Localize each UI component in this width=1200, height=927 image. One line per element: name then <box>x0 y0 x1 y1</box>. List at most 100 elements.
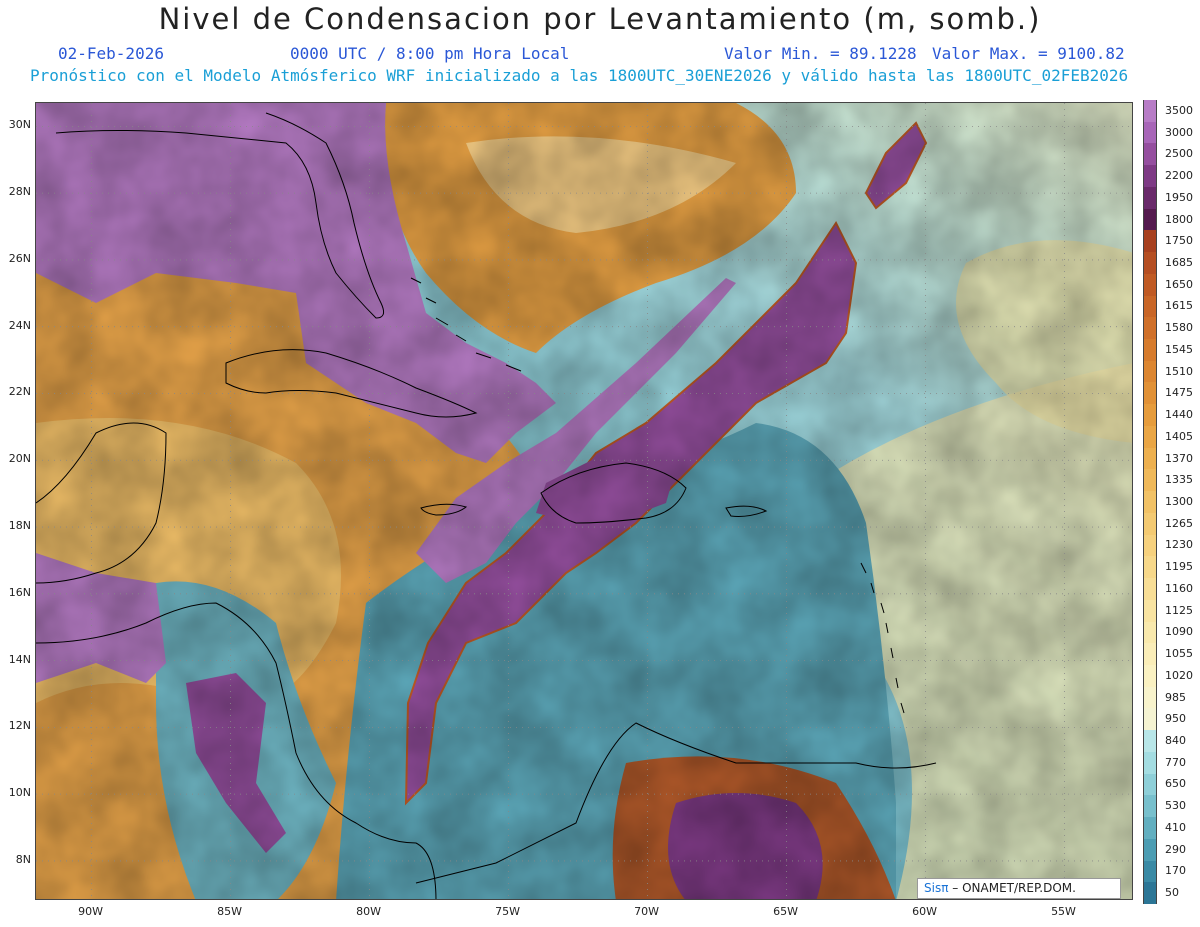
colorbar-label: 290 <box>1165 842 1186 856</box>
colorbar-label: 1090 <box>1165 625 1193 639</box>
colorbar-level: 1125 <box>1143 599 1199 622</box>
lat-label-12n: 12N <box>8 719 31 733</box>
colorbar-level: 530 <box>1143 795 1199 818</box>
colorbar-level: 1750 <box>1143 230 1199 253</box>
colorbar-swatch <box>1143 882 1157 904</box>
colorbar-label: 1510 <box>1165 364 1193 378</box>
colorbar-label: 410 <box>1165 820 1186 834</box>
colorbar-level: 1370 <box>1143 447 1199 470</box>
cuba-coast <box>225 349 478 418</box>
colorbar-level: 1265 <box>1143 512 1199 535</box>
colorbar-level: 170 <box>1143 860 1199 883</box>
colorbar-swatch <box>1143 360 1157 383</box>
lon-label-60w: 60W <box>912 905 937 918</box>
colorbar-label: 170 <box>1165 864 1186 878</box>
colorbar-swatch <box>1143 795 1157 818</box>
colorbar-label: 1230 <box>1165 538 1193 552</box>
forecast-time: 0000 UTC / 8:00 pm Hora Local <box>290 44 570 63</box>
colorbar-swatch <box>1143 447 1157 470</box>
colorbar-label: 1055 <box>1165 647 1193 661</box>
colorbar-label: 1265 <box>1165 516 1193 530</box>
bahamas <box>410 277 522 372</box>
colorbar-level: 950 <box>1143 708 1199 731</box>
colorbar-label: 3000 <box>1165 125 1193 139</box>
map-plot <box>35 102 1133 900</box>
lon-label-55w: 55W <box>1051 905 1076 918</box>
colorbar-level: 1650 <box>1143 273 1199 296</box>
colorbar-level: 2200 <box>1143 165 1199 187</box>
colorbar-level: 650 <box>1143 773 1199 796</box>
colorbar-swatch <box>1143 817 1157 839</box>
colorbar-level: 3000 <box>1143 121 1199 144</box>
colorbar-label: 1950 <box>1165 190 1193 204</box>
lat-label-8n: 8N <box>15 852 31 866</box>
colorbar-label: 50 <box>1165 886 1179 900</box>
colorbar-swatch <box>1143 295 1157 318</box>
map-title: Nivel de Condensacion por Levantamiento … <box>158 2 1042 36</box>
lon-label-65w: 65W <box>773 905 798 918</box>
colorbar-label: 1020 <box>1165 668 1193 682</box>
lat-label-20n: 20N <box>8 452 31 466</box>
colorbar-label: 1405 <box>1165 429 1193 443</box>
colorbar-swatch <box>1143 751 1157 774</box>
colorbar-label: 1335 <box>1165 473 1193 487</box>
colorbar-level: 1230 <box>1143 534 1199 557</box>
texture-overlay <box>36 103 1132 899</box>
credit-text: – ONAMET/REP.DOM. <box>952 881 1076 895</box>
south-america-coast <box>415 722 937 884</box>
colorbar-swatch <box>1143 838 1157 861</box>
florida-coast <box>55 112 385 319</box>
lat-label-10n: 10N <box>8 786 31 800</box>
colorbar-level: 1020 <box>1143 664 1199 687</box>
colorbar-swatch <box>1143 469 1157 492</box>
colorbar-level: 985 <box>1143 686 1199 709</box>
lon-label-80w: 80W <box>356 905 381 918</box>
colorbar-swatch <box>1143 686 1157 709</box>
colorbar-level: 1475 <box>1143 382 1199 405</box>
colorbar-swatch <box>1143 512 1157 535</box>
max-value: Valor Max. = 9100.82 <box>932 44 1125 63</box>
lat-label-30n: 30N <box>8 118 31 132</box>
colorbar-swatch <box>1143 382 1157 405</box>
hispaniola-coast <box>540 462 687 524</box>
colorbar-label: 1750 <box>1165 234 1193 248</box>
colorbar-swatch <box>1143 773 1157 796</box>
colorbar-swatch <box>1143 404 1157 426</box>
colorbar-label: 1160 <box>1165 581 1193 595</box>
colorbar-level: 1580 <box>1143 317 1199 340</box>
colorbar-level: 1090 <box>1143 621 1199 644</box>
colorbar-swatch <box>1143 491 1157 513</box>
lat-label-16n: 16N <box>8 585 31 599</box>
colorbar-label: 770 <box>1165 755 1186 769</box>
colorbar-label: 1650 <box>1165 277 1193 291</box>
colorbar-label: 950 <box>1165 712 1186 726</box>
colorbar-label: 650 <box>1165 777 1186 791</box>
colorbar-label: 2200 <box>1165 169 1193 183</box>
colorbar-swatch <box>1143 186 1157 209</box>
colorbar-level: 410 <box>1143 817 1199 839</box>
colorbar-label: 530 <box>1165 799 1186 813</box>
colorbar-level: 1800 <box>1143 208 1199 231</box>
colorbar-swatch <box>1143 317 1157 340</box>
colorbar-label: 1580 <box>1165 321 1193 335</box>
colorbar-swatch <box>1143 599 1157 622</box>
colorbar-label: 1800 <box>1165 212 1193 226</box>
colorbar: 3500 3000 2500 2200 1950 1800 1750 1685 1650 1615… <box>1143 100 1199 904</box>
colorbar-swatch <box>1143 425 1157 448</box>
colorbar-swatch <box>1143 578 1157 600</box>
coastlines <box>36 112 937 899</box>
colorbar-swatch <box>1143 121 1157 144</box>
colorbar-level: 2500 <box>1143 143 1199 166</box>
colorbar-level: 1440 <box>1143 404 1199 426</box>
puerto-rico-coast <box>725 505 768 517</box>
colorbar-swatch <box>1143 143 1157 166</box>
colorbar-level: 1335 <box>1143 469 1199 492</box>
lon-label-90w: 90W <box>78 905 104 918</box>
colorbar-level: 1950 <box>1143 186 1199 209</box>
colorbar-level: 1545 <box>1143 339 1199 361</box>
lat-label-22n: 22N <box>8 385 31 399</box>
colorbar-level: 1685 <box>1143 252 1199 274</box>
colorbar-label: 840 <box>1165 734 1186 748</box>
credit-brand: Sisπ <box>924 881 949 895</box>
colorbar-level: 1195 <box>1143 556 1199 579</box>
